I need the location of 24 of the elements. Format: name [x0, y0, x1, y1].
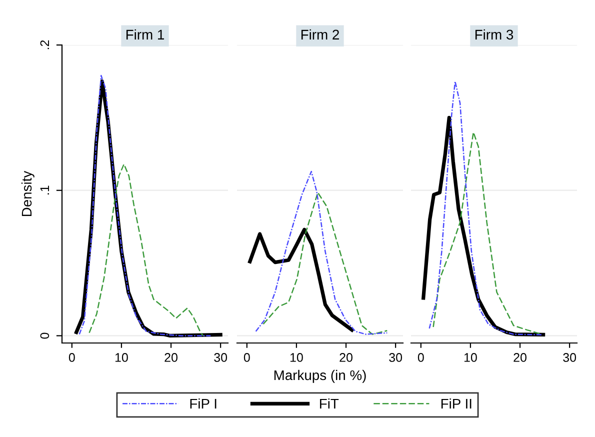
line-series: [88, 164, 204, 336]
x-tick-label: 30: [214, 353, 228, 362]
chart-title: Firm 1: [126, 29, 164, 40]
y-axis-title: Density: [21, 170, 34, 216]
legend-label: FiT: [320, 398, 339, 409]
x-tick-label: 30: [563, 353, 576, 362]
x-tick-label: 20: [164, 353, 178, 362]
x-tick-label: 0: [418, 353, 424, 362]
x-tick-label: 30: [389, 353, 402, 362]
x-axis-title: Markups (in %): [274, 370, 366, 383]
x-tick-label: 20: [340, 353, 352, 362]
x-tick-label: 10: [464, 353, 477, 362]
x-tick-label: 10: [290, 353, 303, 362]
x-tick-label: 10: [115, 353, 128, 362]
y-tick-label: .2: [40, 40, 49, 50]
y-tick-label: 0: [40, 332, 50, 339]
x-tick-label: 0: [68, 353, 75, 362]
x-tick-label: 20: [514, 353, 526, 362]
x-tick-label: 0: [244, 353, 250, 362]
chart-title: Firm 3: [475, 29, 514, 40]
chart-title: Firm 2: [301, 29, 339, 40]
legend-label: FiP I: [190, 398, 216, 409]
legend-label: FiP II: [441, 398, 472, 409]
y-tick-label: .1: [40, 186, 49, 194]
